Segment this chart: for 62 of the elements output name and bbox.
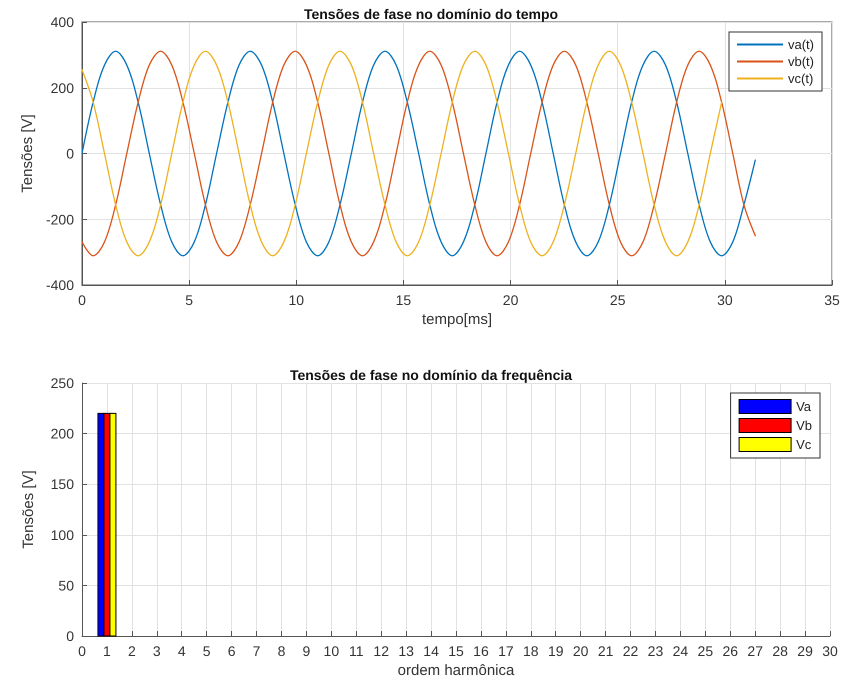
x-tick-label: 16 bbox=[473, 643, 489, 659]
y-axis-title: Tensões [V] bbox=[19, 114, 36, 193]
x-tick-label: 27 bbox=[747, 643, 764, 659]
x-tick-label: 30 bbox=[822, 643, 838, 659]
legend-label: va(t) bbox=[788, 37, 814, 52]
legend-label: vb(t) bbox=[788, 54, 814, 69]
x-tick-label: 20 bbox=[502, 292, 519, 308]
x-tick-label: 24 bbox=[672, 643, 688, 659]
x-tick-label: 15 bbox=[396, 292, 412, 308]
x-tick-label: 1 bbox=[103, 643, 112, 659]
x-tick-label: 5 bbox=[185, 292, 194, 308]
x-tick-label: 18 bbox=[523, 643, 539, 659]
x-tick-label: 15 bbox=[448, 643, 464, 659]
y-tick-label: -400 bbox=[46, 277, 74, 293]
x-tick-label: 0 bbox=[78, 292, 86, 308]
x-tick-label: 9 bbox=[302, 643, 310, 659]
y-tick-label: 150 bbox=[50, 476, 74, 492]
y-tick-label: 200 bbox=[50, 426, 74, 442]
x-tick-label: 11 bbox=[348, 643, 364, 659]
y-tick-label: 0 bbox=[66, 146, 74, 162]
x-tick-label: 28 bbox=[772, 643, 788, 659]
x-tick-label: 21 bbox=[598, 643, 614, 659]
x-tick-label: 35 bbox=[824, 292, 840, 308]
x-axis-title: tempo[ms] bbox=[422, 310, 492, 328]
x-tick-label: 23 bbox=[648, 643, 664, 659]
y-tick-label: 250 bbox=[50, 375, 74, 391]
x-tick-label: 29 bbox=[797, 643, 814, 659]
x-tick-label: 20 bbox=[572, 643, 589, 659]
x-tick-label: 4 bbox=[178, 643, 186, 659]
x-tick-label: 30 bbox=[717, 292, 733, 308]
x-tick-label: 26 bbox=[722, 643, 738, 659]
x-tick-label: 8 bbox=[278, 643, 286, 659]
x-tick-label: 22 bbox=[622, 643, 639, 659]
x-tick-label: 2 bbox=[128, 643, 136, 659]
chart-title: Tensões de fase no domínio da frequência bbox=[290, 367, 572, 383]
x-tick-label: 17 bbox=[498, 643, 514, 659]
x-tick-label: 6 bbox=[228, 643, 236, 659]
y-tick-label: 100 bbox=[50, 526, 74, 543]
x-tick-label: 25 bbox=[698, 643, 714, 659]
x-tick-label: 14 bbox=[423, 643, 440, 659]
y-tick-label: -200 bbox=[46, 211, 74, 228]
y-tick-label: 200 bbox=[50, 80, 74, 96]
y-axis-title: Tensões [V] bbox=[20, 470, 37, 549]
legend-label: Va bbox=[796, 399, 812, 414]
chart-title: Tensões de fase no domínio do tempo bbox=[304, 6, 558, 22]
legend-label: vc(t) bbox=[788, 71, 814, 86]
x-axis-title: ordem harmônica bbox=[398, 662, 516, 679]
y-tick-label: 0 bbox=[66, 628, 74, 644]
x-tick-label: 5 bbox=[202, 643, 211, 659]
legend-label: Vc bbox=[796, 437, 812, 452]
x-tick-label: 3 bbox=[152, 643, 161, 659]
x-tick-label: 25 bbox=[610, 292, 626, 308]
x-tick-label: 10 bbox=[288, 292, 304, 308]
legend-label: Vb bbox=[796, 418, 812, 433]
x-tick-label: 13 bbox=[398, 643, 414, 659]
x-tick-label: 0 bbox=[78, 643, 86, 659]
y-tick-label: 50 bbox=[58, 577, 74, 594]
x-tick-label: 12 bbox=[373, 643, 390, 659]
x-tick-label: 7 bbox=[252, 643, 261, 659]
x-tick-label: 19 bbox=[548, 643, 564, 659]
x-tick-label: 10 bbox=[324, 643, 340, 659]
y-tick-label: 400 bbox=[50, 14, 74, 30]
